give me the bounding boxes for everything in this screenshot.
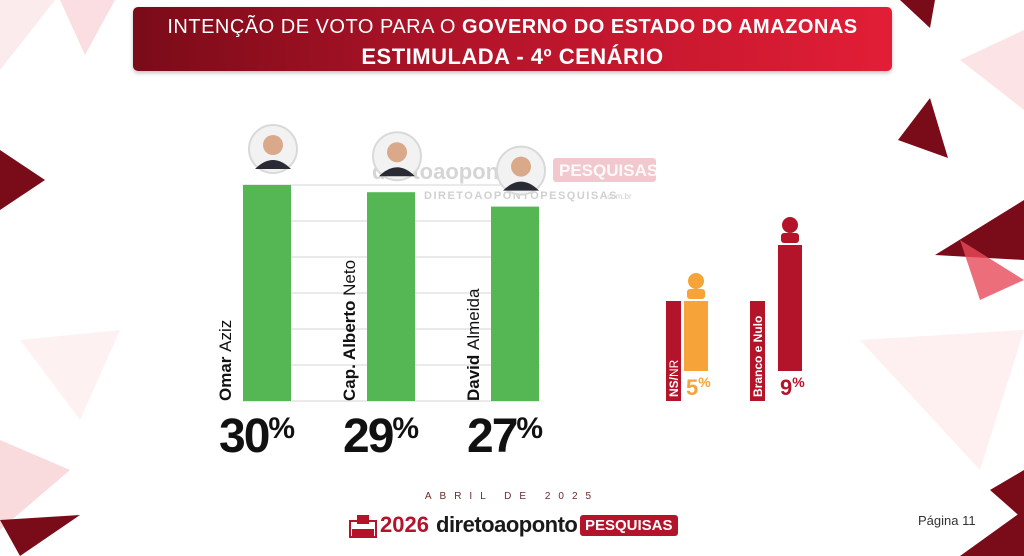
others-value-percent: % xyxy=(792,374,805,390)
others-label: NS/NR xyxy=(667,359,681,397)
chart-subtitle: ESTIMULADA - 4º CENÁRIO xyxy=(361,44,664,69)
category-label-first: David xyxy=(464,350,483,401)
value-label-percent: % xyxy=(516,412,542,445)
others-label-bg xyxy=(750,301,765,401)
page-number: Página 11 xyxy=(918,513,976,528)
others-value-label: 9% xyxy=(780,374,805,400)
category-label: Cap. Alberto Neto xyxy=(340,260,359,401)
value-label: 27% xyxy=(467,410,542,463)
watermark-tag-bg xyxy=(553,158,656,182)
candidate-photo-suit xyxy=(379,167,415,177)
ballot-box-icon xyxy=(349,515,377,538)
bar xyxy=(367,192,415,401)
title-prefix: INTENÇÃO DE VOTO PARA O xyxy=(167,16,463,38)
candidate-photo-suit xyxy=(503,181,539,191)
others-label: Branco e Nulo xyxy=(751,316,765,397)
others-value-number: 5 xyxy=(686,375,698,400)
value-label-number: 27 xyxy=(467,410,517,463)
footer-logo: 2026 diretoaoponto PESQUISAS xyxy=(348,511,678,541)
candidate-photo-face xyxy=(263,135,283,155)
others-label-first: NS/ xyxy=(667,376,681,397)
logo-year: 2026 xyxy=(380,512,429,537)
candidate-photo-face xyxy=(511,156,531,177)
value-label-percent: % xyxy=(268,412,294,445)
others-value-label: 5% xyxy=(686,374,711,400)
category-label-last: Aziz xyxy=(216,320,235,352)
value-label: 29% xyxy=(343,410,418,463)
others-label-last: NR xyxy=(667,359,681,377)
chart-title: INTENÇÃO DE VOTO PARA O GOVERNO DO ESTAD… xyxy=(133,16,892,39)
title-banner: INTENÇÃO DE VOTO PARA O GOVERNO DO ESTAD… xyxy=(133,7,892,71)
others-value-percent: % xyxy=(698,374,711,390)
category-label-first: Omar xyxy=(216,352,235,401)
bar xyxy=(491,206,539,401)
person-icon-head xyxy=(782,217,798,233)
watermark-site: DIRETOAOPONTOPESQUISAS xyxy=(424,190,618,202)
others-label-first: Branco e Nulo xyxy=(751,316,765,397)
logo-brand: diretoaoponto xyxy=(436,512,578,537)
candidate-photo-face xyxy=(387,142,407,163)
value-label-number: 30 xyxy=(219,410,269,463)
watermark-tag: PESQUISAS xyxy=(559,161,658,180)
value-label: 30% xyxy=(219,410,294,463)
bar xyxy=(243,185,291,401)
logo-tag: PESQUISAS xyxy=(580,515,678,536)
category-label-last: Neto xyxy=(340,260,359,296)
category-label: David Almeida xyxy=(464,288,483,401)
category-label-last: Almeida xyxy=(464,288,483,350)
category-label: Omar Aziz xyxy=(216,320,235,401)
others-value-number: 9 xyxy=(780,375,792,400)
watermark-site-suffix: .com.br xyxy=(605,192,632,201)
others-label-bg xyxy=(666,301,681,401)
candidate-photo-suit xyxy=(255,160,291,169)
value-label-number: 29 xyxy=(343,410,393,463)
bar xyxy=(778,245,802,371)
person-icon-head xyxy=(688,273,704,289)
person-icon-shoulders xyxy=(687,289,705,299)
person-icon-shoulders xyxy=(781,233,799,243)
value-label-percent: % xyxy=(392,412,418,445)
title-bold: GOVERNO DO ESTADO DO AMAZONAS xyxy=(462,16,858,38)
bar xyxy=(684,301,708,371)
survey-date: ABRIL DE 2025 xyxy=(424,491,600,502)
category-label-first: Cap. Alberto xyxy=(340,296,359,401)
